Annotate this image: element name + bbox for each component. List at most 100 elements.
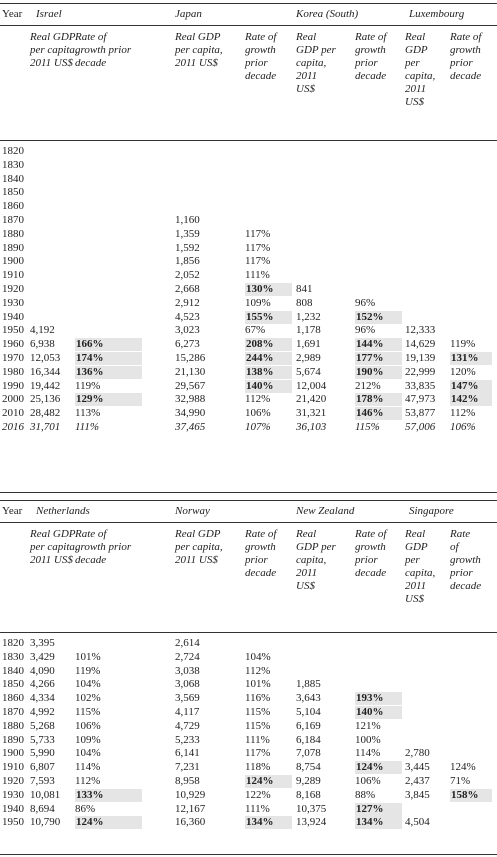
data-cell: 177%	[355, 352, 402, 365]
column-header-line: Real GDP	[30, 31, 76, 43]
column-header-line: prior	[245, 57, 268, 69]
column-header-line: growth	[355, 541, 386, 553]
row-year: 1930	[2, 296, 24, 309]
data-cell: 31,321	[296, 407, 327, 420]
column-header-line: growth	[245, 541, 276, 553]
data-cell: 4,117	[175, 706, 200, 718]
data-cell: 104%	[75, 747, 101, 760]
row-year: 1940	[2, 310, 24, 323]
data-cell: 1,178	[296, 324, 321, 337]
data-cell: 6,169	[296, 719, 321, 732]
column-header-line: per capita,	[175, 541, 223, 553]
data-cell: 114%	[355, 747, 381, 760]
data-cell: 2,780	[405, 747, 430, 760]
data-cell: 112%	[245, 664, 271, 677]
data-cell: 21,420	[296, 393, 327, 406]
data-cell: 174%	[75, 352, 142, 365]
table-bottom: Year Netherlands Norway New Zealand Singapor…	[0, 500, 497, 855]
rule-header	[0, 632, 497, 633]
row-year: 1990	[2, 379, 24, 392]
column-header-line: per capita,	[30, 44, 78, 56]
row-year: 1930	[2, 788, 24, 801]
data-cell: 86%	[75, 802, 96, 815]
data-cell: 109%	[245, 296, 271, 309]
data-cell: 3,845	[405, 788, 430, 801]
row-year: 1900	[2, 255, 24, 268]
data-cell: 244%	[245, 352, 292, 365]
row-year: 2010	[2, 407, 24, 420]
column-header-line: 2011 US$	[30, 554, 73, 566]
row-year: 1950	[2, 816, 24, 829]
data-cell: 102%	[75, 692, 101, 705]
country-name: Singapore	[409, 505, 454, 517]
column-header-line: US$	[405, 96, 424, 108]
data-cell: 16,344	[30, 365, 61, 378]
row-year: 1940	[2, 802, 24, 815]
data-cell: 12,333	[405, 324, 436, 337]
data-cell: 3,038	[175, 664, 200, 677]
data-cell: 4,090	[30, 664, 55, 677]
column-header-line: 2011	[405, 580, 427, 592]
data-cell: 31,701	[30, 421, 61, 433]
data-cell: 12,167	[175, 802, 206, 815]
column-header-line: 2011 US$	[175, 57, 218, 69]
data-cell: 2,614	[175, 637, 200, 649]
data-cell: 12,004	[296, 379, 327, 392]
data-cell: 15,286	[175, 352, 206, 364]
data-cell: 4,504	[405, 816, 430, 829]
data-cell: 111%	[245, 269, 270, 282]
row-year: 1840	[2, 664, 24, 677]
rule-bottom	[0, 854, 497, 855]
column-header-line: 2011 US$	[175, 554, 218, 566]
data-cell: 124%	[245, 775, 292, 788]
data-cell: 190%	[355, 365, 402, 379]
data-cell: 124%	[75, 816, 142, 830]
year-label: Year	[2, 8, 23, 20]
data-cell: 3,643	[296, 692, 321, 705]
row-year: 1870	[2, 214, 24, 226]
data-cell: 53,877	[405, 407, 436, 420]
data-cell: 121%	[355, 719, 381, 732]
data-cell: 106%	[75, 719, 101, 732]
column-header-line: per	[405, 57, 420, 69]
data-cell: 1,856	[175, 255, 200, 268]
data-cell: 111%	[245, 802, 270, 815]
data-cell: 71%	[450, 775, 471, 787]
row-year: 2016	[2, 421, 24, 433]
data-cell: 7,231	[175, 761, 200, 774]
data-cell: 111%	[245, 733, 270, 746]
column-header-line: Rate of	[75, 528, 107, 540]
data-cell: 106%	[245, 407, 271, 420]
data-cell: 4,266	[30, 678, 55, 691]
rule-header	[0, 140, 497, 141]
column-header-line: US$	[296, 83, 315, 95]
column-header-line: prior	[355, 57, 378, 69]
row-year: 1850	[2, 678, 24, 691]
data-cell: 10,929	[175, 788, 206, 801]
column-header-line: decade	[75, 554, 107, 566]
rule-top	[0, 3, 497, 4]
column-header-line: prior	[450, 57, 473, 69]
data-cell: 1,359	[175, 227, 200, 240]
data-cell: 7,078	[296, 747, 321, 760]
data-cell: 1,232	[296, 310, 321, 323]
data-cell: 4,334	[30, 692, 55, 705]
data-cell: 3,068	[175, 678, 200, 691]
column-header-line: growth prior	[75, 541, 132, 553]
data-cell: 6,938	[30, 338, 55, 351]
country-name: Netherlands	[36, 505, 90, 517]
row-year: 1830	[2, 650, 24, 663]
row-year: 1960	[2, 338, 24, 351]
row-year: 1900	[2, 747, 24, 760]
data-cell: 4,192	[30, 324, 55, 337]
column-header-line: decade	[355, 70, 387, 82]
data-cell: 146%	[355, 407, 402, 421]
column-header-line: capita,	[296, 57, 327, 69]
column-header-line: of	[450, 541, 459, 553]
data-cell: 5,990	[30, 747, 55, 760]
data-cell: 101%	[245, 678, 271, 691]
data-cell: 1,592	[175, 241, 200, 254]
row-year: 1890	[2, 241, 24, 254]
data-cell: 208%	[245, 338, 292, 352]
data-cell: 119%	[75, 664, 101, 677]
